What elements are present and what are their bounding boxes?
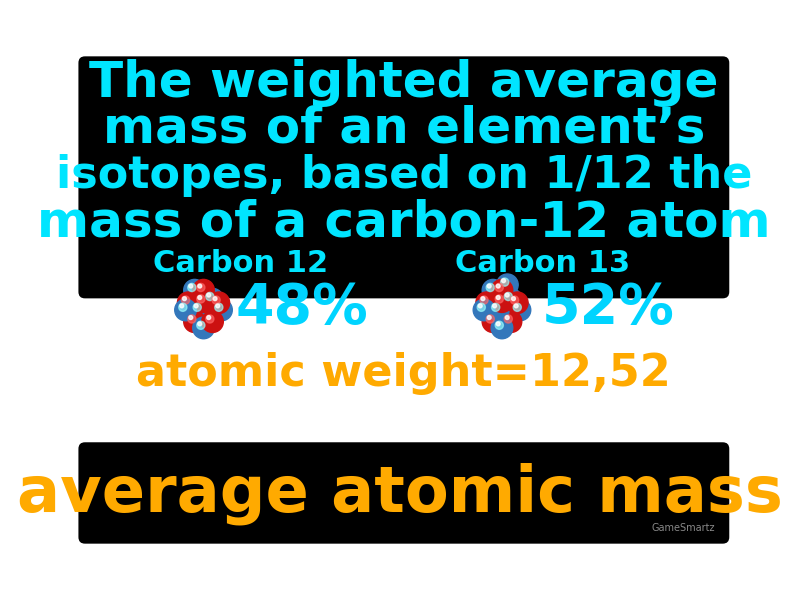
Circle shape xyxy=(202,311,223,332)
Circle shape xyxy=(477,303,486,311)
Circle shape xyxy=(496,284,500,288)
Text: mass of a carbon-12 atom: mass of a carbon-12 atom xyxy=(37,199,770,247)
Text: The weighted average: The weighted average xyxy=(89,59,718,107)
FancyBboxPatch shape xyxy=(78,442,730,544)
Circle shape xyxy=(501,278,509,286)
Circle shape xyxy=(182,297,186,301)
Circle shape xyxy=(178,303,187,311)
Circle shape xyxy=(496,296,500,299)
Circle shape xyxy=(506,293,509,297)
Circle shape xyxy=(206,293,210,297)
Circle shape xyxy=(504,315,512,323)
Circle shape xyxy=(198,322,202,326)
Circle shape xyxy=(500,289,522,310)
Circle shape xyxy=(193,317,214,339)
Circle shape xyxy=(188,315,196,323)
Circle shape xyxy=(509,299,530,321)
Circle shape xyxy=(486,315,494,323)
Circle shape xyxy=(188,283,196,292)
Circle shape xyxy=(212,296,220,304)
Circle shape xyxy=(180,304,184,308)
Circle shape xyxy=(184,311,206,332)
Circle shape xyxy=(514,304,518,308)
Circle shape xyxy=(482,280,504,301)
Circle shape xyxy=(506,292,528,314)
Circle shape xyxy=(197,295,205,303)
Circle shape xyxy=(189,284,193,288)
Text: average atomic mass: average atomic mass xyxy=(17,463,782,525)
Circle shape xyxy=(504,292,512,301)
Circle shape xyxy=(197,283,205,292)
Circle shape xyxy=(487,316,491,320)
Circle shape xyxy=(197,321,205,329)
Circle shape xyxy=(208,292,230,314)
Circle shape xyxy=(213,297,217,301)
Text: GameSmartz: GameSmartz xyxy=(651,523,714,533)
Text: Carbon 12: Carbon 12 xyxy=(153,249,328,278)
Circle shape xyxy=(198,284,202,288)
Circle shape xyxy=(198,296,202,299)
Circle shape xyxy=(491,317,513,339)
Circle shape xyxy=(210,299,232,321)
Circle shape xyxy=(486,283,494,292)
Text: 48%: 48% xyxy=(235,281,368,335)
Circle shape xyxy=(184,280,206,301)
Circle shape xyxy=(178,292,199,314)
Circle shape xyxy=(497,274,518,296)
Circle shape xyxy=(182,296,190,304)
Circle shape xyxy=(511,297,515,301)
Text: isotopes, based on 1/12 the: isotopes, based on 1/12 the xyxy=(56,154,752,197)
Circle shape xyxy=(480,296,488,304)
Circle shape xyxy=(476,292,498,314)
Circle shape xyxy=(496,322,500,326)
Text: Carbon 13: Carbon 13 xyxy=(455,249,630,278)
Circle shape xyxy=(194,304,198,308)
Circle shape xyxy=(500,311,522,332)
Circle shape xyxy=(202,289,223,310)
Circle shape xyxy=(216,304,220,308)
Circle shape xyxy=(478,304,482,308)
Circle shape xyxy=(510,296,518,304)
Circle shape xyxy=(482,311,504,332)
Circle shape xyxy=(491,291,513,313)
Circle shape xyxy=(206,292,214,301)
Circle shape xyxy=(491,280,513,301)
Circle shape xyxy=(502,279,506,283)
Circle shape xyxy=(193,303,202,311)
Circle shape xyxy=(189,316,193,320)
Circle shape xyxy=(491,303,500,311)
Circle shape xyxy=(189,299,210,321)
Text: 52%: 52% xyxy=(542,281,674,335)
Circle shape xyxy=(495,321,503,329)
Circle shape xyxy=(495,295,503,303)
Text: mass of an element’s: mass of an element’s xyxy=(102,104,705,152)
Circle shape xyxy=(506,316,509,320)
Circle shape xyxy=(493,304,497,308)
Circle shape xyxy=(473,299,494,321)
Circle shape xyxy=(487,299,509,321)
Circle shape xyxy=(174,299,196,321)
Circle shape xyxy=(214,303,223,311)
Circle shape xyxy=(513,303,522,311)
Circle shape xyxy=(193,291,214,313)
Circle shape xyxy=(206,316,210,320)
Text: atomic weight=12,52: atomic weight=12,52 xyxy=(137,352,671,395)
Circle shape xyxy=(193,280,214,301)
Circle shape xyxy=(481,297,485,301)
FancyBboxPatch shape xyxy=(78,56,730,298)
Circle shape xyxy=(487,284,491,288)
Circle shape xyxy=(206,315,214,323)
Circle shape xyxy=(495,283,503,292)
